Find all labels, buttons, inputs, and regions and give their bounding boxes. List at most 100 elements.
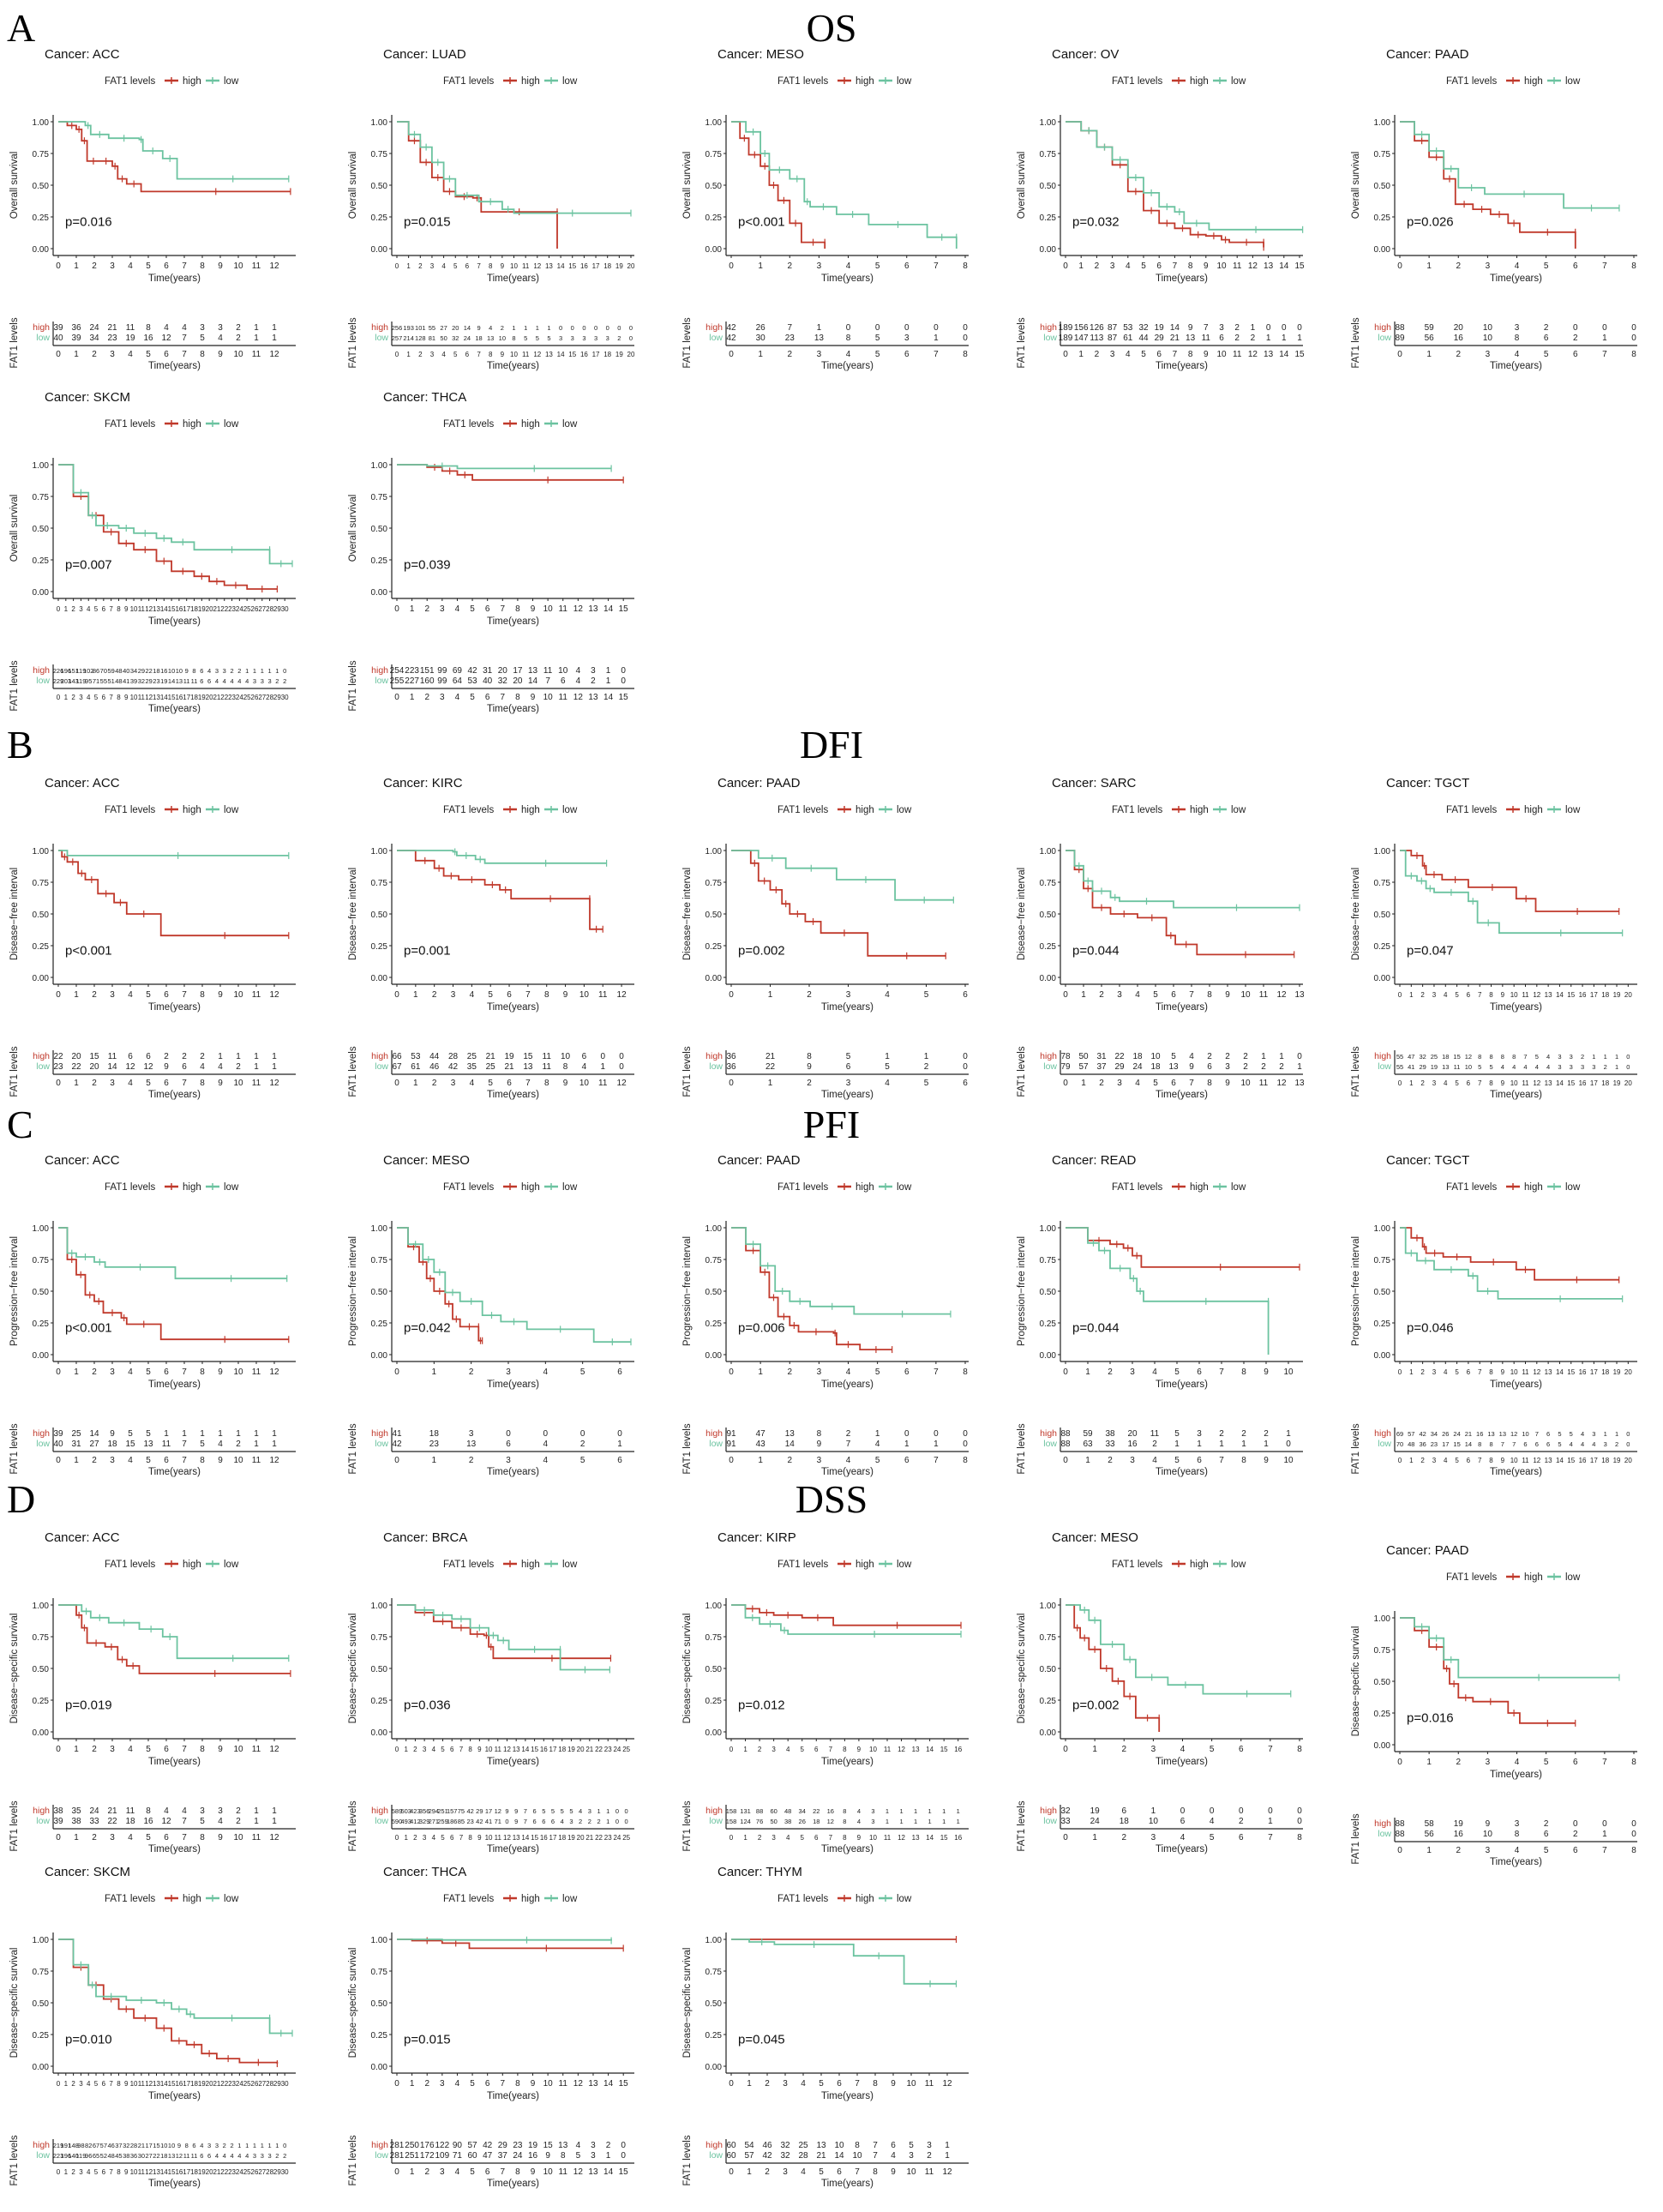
risk-x-tick-label: 4 bbox=[1444, 1079, 1448, 1087]
risk-count-low: 229 bbox=[53, 677, 64, 685]
legend-low-label: low bbox=[897, 76, 912, 87]
risk-count-low: 2 bbox=[597, 1818, 600, 1825]
risk-count-low: 8 bbox=[563, 1062, 568, 1072]
risk-count-low: 2 bbox=[1604, 1063, 1607, 1071]
x-tick-label: 8 bbox=[1207, 990, 1212, 1000]
x-tick-label: 8 bbox=[200, 990, 205, 1000]
legend-high-label: high bbox=[856, 1894, 874, 1904]
x-tick-label: 3 bbox=[1432, 1368, 1437, 1376]
legend-low-label: low bbox=[562, 76, 578, 87]
risk-count-low: 14 bbox=[1465, 1440, 1472, 1448]
risk-x-tick-label: 5 bbox=[146, 1456, 151, 1465]
risk-x-tick-label: 14 bbox=[603, 2167, 614, 2177]
risk-row-high-label: high bbox=[1040, 1806, 1057, 1816]
x-tick-label: 1 bbox=[64, 605, 69, 613]
y-tick-label: 0.25 bbox=[33, 1697, 50, 1706]
x-tick-label: 3 bbox=[1432, 991, 1437, 999]
risk-count-high: 9 bbox=[110, 1429, 115, 1439]
risk-count-high: 1 bbox=[928, 1807, 932, 1815]
y-tick-label: 0.75 bbox=[371, 879, 388, 888]
risk-count-low: 11 bbox=[183, 677, 190, 685]
risk-x-tick-label: 11 bbox=[252, 1456, 261, 1465]
x-tick-label: 3 bbox=[430, 262, 435, 270]
km-curve-low bbox=[58, 1939, 292, 2035]
risk-x-tick-label: 2 bbox=[765, 2167, 770, 2177]
x-tick-label: 10 bbox=[906, 2079, 916, 2089]
risk-x-tick-label: 2 bbox=[424, 2167, 429, 2177]
x-tick-label: 11 bbox=[884, 1746, 892, 1753]
x-tick-label: 22 bbox=[595, 1746, 603, 1753]
risk-count-low: 0 bbox=[1626, 1440, 1630, 1448]
risk-count-low: 11 bbox=[1454, 1063, 1461, 1071]
risk-x-tick-label: 0 bbox=[395, 1834, 399, 1842]
risk-x-axis-label: Time(years) bbox=[487, 1090, 539, 1100]
risk-count-low: 30 bbox=[138, 2152, 145, 2160]
risk-count-high: 1 bbox=[875, 1429, 880, 1439]
x-tick-label: 12 bbox=[617, 990, 627, 1000]
y-tick-label: 0.00 bbox=[1374, 1741, 1391, 1751]
risk-x-tick-label: 20 bbox=[627, 351, 635, 358]
risk-x-tick-label: 6 bbox=[837, 2167, 842, 2177]
risk-count-high: 6 bbox=[128, 1052, 133, 1061]
risk-count-low: 7 bbox=[182, 1440, 187, 1449]
risk-row-high-label: high bbox=[705, 2140, 723, 2150]
risk-count-low: 42 bbox=[476, 1818, 483, 1825]
risk-count-high: 31 bbox=[1096, 1052, 1107, 1061]
y-axis-label: Disease−specific survival bbox=[9, 1614, 20, 1724]
risk-x-tick-label: 10 bbox=[579, 1079, 590, 1088]
risk-count-high: 86 bbox=[93, 667, 99, 675]
risk-count-high: 36 bbox=[71, 323, 81, 333]
x-tick-label: 7 bbox=[1602, 1758, 1607, 1767]
risk-x-tick-label: 8 bbox=[200, 350, 205, 359]
km-panel-dfi-tgct: Cancer: TGCT FAT1 levels high low 0.00 0.25 0.… bbox=[1342, 763, 1663, 1123]
risk-x-tick-label: 2 bbox=[424, 693, 429, 702]
x-tick-label: 0 bbox=[395, 262, 399, 270]
risk-count-high: 3 bbox=[588, 1807, 591, 1815]
legend-high-label: high bbox=[183, 1182, 201, 1193]
risk-count-high: 50 bbox=[1078, 1052, 1089, 1061]
risk-count-low: 46 bbox=[429, 1062, 440, 1072]
risk-x-tick-label: 26 bbox=[251, 2168, 259, 2176]
risk-count-high: 6 bbox=[200, 667, 203, 675]
risk-count-low: 9 bbox=[514, 1818, 518, 1825]
risk-count-high: 6 bbox=[146, 1052, 151, 1061]
y-tick-label: 1.00 bbox=[1374, 118, 1391, 128]
x-tick-label: 8 bbox=[515, 604, 520, 614]
risk-count-high: 16 bbox=[827, 1807, 834, 1815]
risk-count-low: 4 bbox=[1210, 1817, 1215, 1826]
risk-count-high: 14 bbox=[89, 1429, 99, 1439]
risk-count-high: 44 bbox=[429, 1052, 440, 1061]
legend: FAT1 levels high low bbox=[105, 419, 239, 430]
x-tick-label: 3 bbox=[817, 261, 822, 271]
risk-count-high: 294 bbox=[429, 1807, 440, 1815]
risk-count-low: 15 bbox=[125, 1440, 135, 1449]
y-axis-label: Disease−specific survival bbox=[1017, 1614, 1027, 1724]
x-tick-label: 0 bbox=[729, 1746, 734, 1753]
risk-x-tick-label: 2 bbox=[1095, 350, 1100, 359]
risk-count-low: 128 bbox=[415, 334, 426, 342]
risk-count-high: 3 bbox=[1515, 1819, 1520, 1829]
risk-count-high: 28 bbox=[130, 2142, 137, 2149]
risk-count-low: 51 bbox=[107, 677, 114, 685]
risk-count-high: 126 bbox=[1090, 323, 1104, 333]
risk-x-tick-label: 16 bbox=[540, 1834, 548, 1842]
km-curve-low bbox=[58, 121, 289, 180]
risk-count-high: 3 bbox=[469, 1429, 474, 1439]
risk-count-low: 7 bbox=[545, 676, 550, 686]
risk-count-high: 46 bbox=[762, 2141, 772, 2150]
risk-count-low: 9 bbox=[545, 2151, 550, 2161]
p-value: p<0.001 bbox=[65, 943, 112, 958]
risk-x-axis-label: Time(years) bbox=[821, 2179, 874, 2189]
risk-count-high: 5 bbox=[1535, 1053, 1539, 1061]
y-tick-label: 1.00 bbox=[1040, 847, 1057, 857]
risk-x-tick-label: 7 bbox=[934, 1456, 939, 1465]
x-tick-label: 11 bbox=[925, 2079, 934, 2089]
risk-count-low: 23 bbox=[1431, 1440, 1438, 1448]
y-axis-label: Overall survival bbox=[682, 152, 693, 219]
x-tick-label: 19 bbox=[198, 605, 206, 613]
y-tick-label: 0.00 bbox=[705, 1351, 723, 1361]
risk-count-high: 10 bbox=[558, 666, 568, 676]
